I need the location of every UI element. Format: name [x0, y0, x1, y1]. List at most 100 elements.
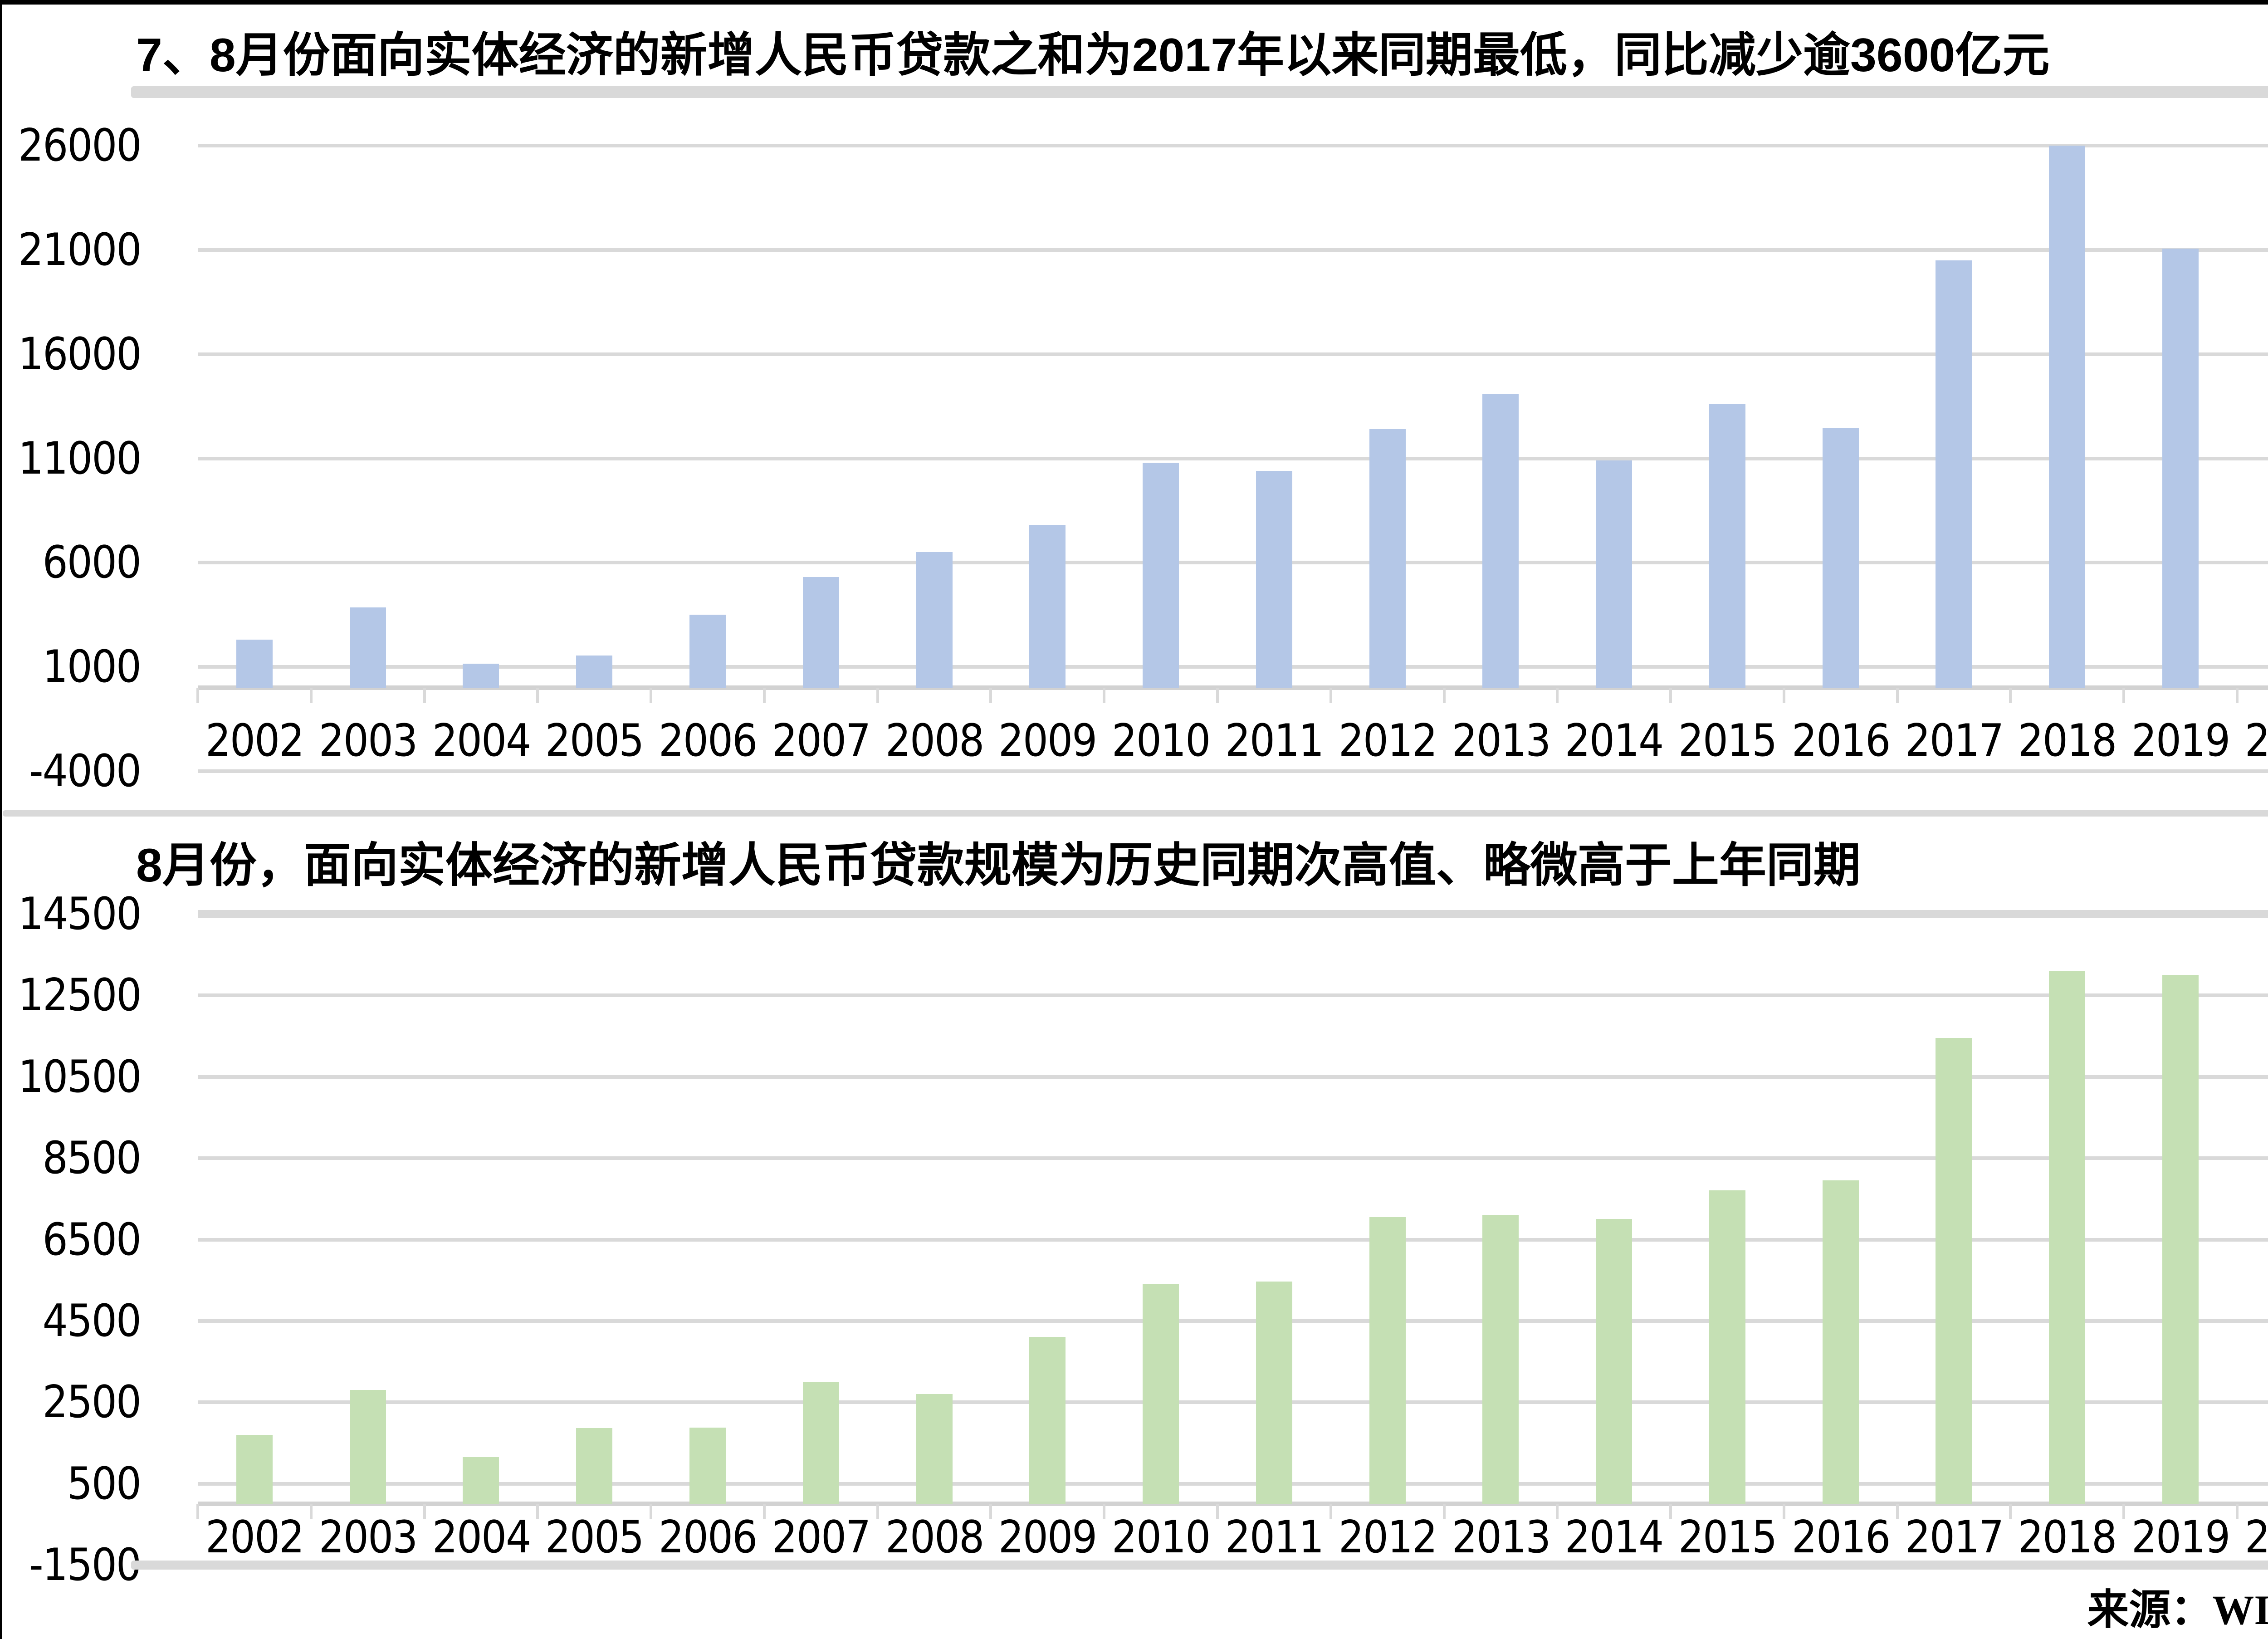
bar-2016	[1823, 428, 1859, 688]
bar-2005	[576, 1428, 612, 1504]
x-axis-tick	[1556, 688, 1559, 703]
y-tick-label-6500: 6500	[42, 1214, 142, 1266]
year-label-2004: 2004	[432, 715, 531, 767]
year-label-2007: 2007	[772, 1512, 871, 1563]
year-label-2017: 2017	[1905, 715, 2004, 767]
year-label-2002: 2002	[205, 715, 304, 767]
x-axis-tick	[1669, 1504, 1672, 1519]
gridline-1000	[198, 665, 2268, 669]
bar-2007	[803, 577, 839, 688]
bar-2006	[689, 1428, 726, 1504]
gridline-8500	[198, 1156, 2268, 1160]
bar-2004	[463, 1457, 499, 1504]
x-axis-tick	[763, 688, 766, 703]
year-label-2015: 2015	[1678, 715, 1777, 767]
x-axis-tick	[196, 1504, 199, 1519]
year-label-2020: 2020	[2244, 715, 2268, 767]
bar-2011	[1256, 471, 1292, 688]
year-label-2020: 2020	[2244, 1512, 2268, 1563]
year-label-2004: 2004	[432, 1512, 531, 1563]
year-label-2013: 2013	[1452, 715, 1551, 767]
x-axis-tick	[423, 1504, 426, 1519]
x-axis-tick	[1556, 1504, 1559, 1519]
x-axis-tick	[1330, 688, 1332, 703]
year-label-2009: 2009	[998, 715, 1097, 767]
y-tick-label-500: 500	[67, 1458, 142, 1510]
year-label-2019: 2019	[2131, 1512, 2230, 1563]
year-label-2010: 2010	[1111, 715, 1211, 767]
x-axis-tick	[423, 688, 426, 703]
gridline-4500	[198, 1319, 2268, 1323]
x-axis-line	[198, 685, 2268, 690]
bar-2003	[350, 607, 386, 688]
bar-2017	[1936, 1038, 1972, 1504]
y-tick-label-10500: 10500	[18, 1051, 142, 1103]
year-label-2018: 2018	[2018, 715, 2117, 767]
year-label-2016: 2016	[1791, 1512, 1891, 1563]
year-label-2014: 2014	[1564, 1512, 1664, 1563]
bar-2014	[1596, 460, 1632, 688]
x-axis-tick	[2122, 688, 2125, 703]
year-label-2003: 2003	[318, 1512, 418, 1563]
x-axis-tick	[1783, 1504, 1785, 1519]
x-axis-line	[198, 1502, 2268, 1506]
bar-2019	[2162, 975, 2199, 1504]
x-axis-tick	[196, 688, 199, 703]
x-axis-tick	[876, 688, 879, 703]
chart1-title: 7、8月份面向实体经济的新增人民币贷款之和为2017年以来同期最低，同比减少逾3…	[136, 29, 2050, 82]
x-axis-tick	[763, 1504, 766, 1519]
x-axis-tick	[989, 1504, 992, 1519]
x-axis-tick	[989, 688, 992, 703]
y-tick-label--4000: -4000	[29, 745, 142, 797]
y-tick-label-1000: 1000	[42, 641, 142, 693]
bar-2019	[2162, 249, 2199, 688]
year-label-2018: 2018	[2018, 1512, 2117, 1563]
year-label-2002: 2002	[205, 1512, 304, 1563]
year-label-2010: 2010	[1111, 1512, 1211, 1563]
x-axis-tick	[1103, 1504, 1105, 1519]
left-border-line	[0, 0, 2, 1639]
x-axis-tick	[650, 1504, 652, 1519]
y-tick-label-16000: 16000	[18, 328, 142, 380]
y-tick-label-4500: 4500	[42, 1295, 142, 1347]
year-label-2012: 2012	[1338, 715, 1437, 767]
x-axis-tick	[1669, 688, 1672, 703]
y-tick-label-26000: 26000	[18, 120, 142, 171]
year-label-2015: 2015	[1678, 1512, 1777, 1563]
bar-2003	[350, 1390, 386, 1504]
x-axis-tick	[1330, 1504, 1332, 1519]
y-tick-label-8500: 8500	[42, 1132, 142, 1184]
gridline-500	[198, 1482, 2268, 1486]
gridline-16000	[198, 352, 2268, 356]
x-axis-tick	[1103, 688, 1105, 703]
chart1-bottom-divider-bar	[3, 810, 2268, 817]
gridline--4000	[198, 769, 2268, 773]
gridline-14500	[198, 910, 2268, 918]
year-label-2008: 2008	[885, 1512, 984, 1563]
x-axis-tick	[1443, 1504, 1446, 1519]
x-axis-tick	[310, 1504, 313, 1519]
title1-underline-bar	[131, 86, 2268, 98]
y-tick-label--1500: -1500	[29, 1539, 142, 1591]
bar-2012	[1369, 1217, 1406, 1504]
bar-2014	[1596, 1219, 1632, 1504]
bar-2016	[1823, 1180, 1859, 1504]
bar-2015	[1709, 1190, 1745, 1504]
bar-2013	[1482, 394, 1519, 688]
bar-2010	[1143, 1284, 1179, 1504]
year-label-2014: 2014	[1564, 715, 1664, 767]
year-label-2011: 2011	[1225, 715, 1324, 767]
bar-2018	[2049, 146, 2085, 688]
year-label-2019: 2019	[2131, 715, 2230, 767]
year-label-2003: 2003	[318, 715, 418, 767]
year-label-2012: 2012	[1338, 1512, 1437, 1563]
bar-2017	[1936, 260, 1972, 688]
year-label-2011: 2011	[1225, 1512, 1324, 1563]
x-axis-tick	[2009, 1504, 2012, 1519]
y-tick-label-6000: 6000	[42, 537, 142, 588]
gridline-11000	[198, 457, 2268, 460]
gridline-10500	[198, 1075, 2268, 1079]
x-axis-tick	[310, 688, 313, 703]
year-label-2007: 2007	[772, 715, 871, 767]
